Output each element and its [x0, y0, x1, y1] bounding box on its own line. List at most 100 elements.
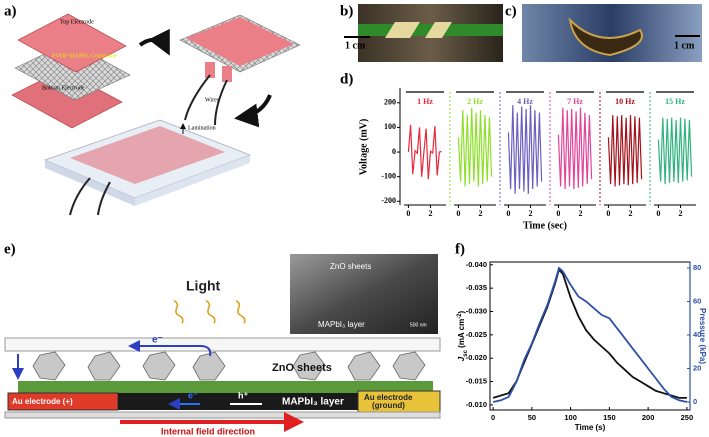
panel-e: e) Light ZnO sheets MAPbI₃ layer 500 nm … — [4, 241, 441, 436]
y-tick-label: -200 — [381, 196, 396, 205]
axis-title-part: sc — [463, 349, 469, 356]
label: ZnO sheets — [272, 362, 332, 374]
illustration-shape — [4, 411, 441, 419]
y-tick-label: 100 — [384, 122, 396, 131]
x-tick-label: 0 — [406, 209, 410, 218]
y2-tick-label: 20 — [693, 363, 701, 372]
x-tick-label: 0 — [491, 413, 495, 422]
panel-label: a) — [4, 3, 17, 19]
label: Top Electrode — [60, 19, 94, 25]
label: h⁺ — [238, 390, 248, 400]
x-tick-label: 0 — [606, 209, 610, 218]
axis-title: Time (s) — [575, 423, 606, 432]
y2-tick-label: 60 — [693, 296, 701, 305]
illustration-shape — [18, 381, 433, 393]
illustration-shape — [222, 66, 232, 82]
signal-line — [557, 107, 593, 190]
illustration-shape — [385, 22, 420, 38]
panel-label: c) — [505, 3, 517, 19]
illustration-shape — [186, 17, 294, 66]
y-tick-label: -0.010 — [466, 400, 487, 409]
panel-b: b) 1 cm — [340, 3, 503, 62]
signal-line — [657, 117, 693, 185]
illustration-shape — [290, 254, 438, 334]
panel-f: f) Jsc (mA cm-2) Pressure (kPa) Time (s)… — [455, 241, 707, 432]
illustration-shape — [205, 62, 215, 78]
axis-title-part: (mA cm — [457, 319, 466, 350]
x-tick-label: 250 — [681, 413, 694, 422]
scale-bar-label: 1 cm — [345, 40, 366, 51]
panel-label: e) — [4, 241, 16, 257]
illustration-shape — [32, 351, 66, 381]
illustration-shape — [173, 300, 246, 324]
label: Au electrode — [364, 393, 413, 402]
x-tick-label: 0 — [556, 209, 560, 218]
x-tick-label: 50 — [528, 413, 536, 422]
label: e⁻ — [188, 390, 198, 400]
illustration-shape — [142, 351, 176, 381]
illustration-shape — [173, 300, 184, 324]
illustration-shape — [69, 177, 111, 216]
illustration-shape — [568, 17, 643, 57]
series-label: 2 Hz — [467, 97, 483, 106]
y2-tick-label: 80 — [693, 263, 701, 272]
axis-title: Time (sec) — [523, 220, 567, 231]
axis-title: Pressure (kPa) — [698, 308, 707, 364]
x-tick-label: 2 — [529, 209, 533, 218]
y-tick-label: 0 — [392, 147, 396, 156]
illustration-shape — [235, 300, 246, 324]
x-tick-label: 2 — [579, 209, 583, 218]
axis-title-part: ) — [457, 310, 466, 313]
illustration-shape — [347, 351, 381, 381]
scale-bar-label: 1 cm — [674, 40, 695, 51]
series-label: 10 Hz — [615, 97, 635, 106]
x-tick-label: 0 — [506, 209, 510, 218]
label: PVDF-MAPbI₃ Composite — [52, 53, 117, 59]
panel-c: c) 1 cm — [505, 3, 702, 62]
y-tick-label: -0.035 — [466, 283, 487, 292]
signal-line — [407, 124, 442, 180]
panel-label: d) — [340, 71, 353, 87]
illustration-shape — [292, 351, 326, 381]
panel-label: b) — [340, 3, 353, 19]
y2-tick-label: 40 — [693, 330, 701, 339]
illustration-shape — [192, 351, 226, 381]
label: Au electrode (+) — [12, 397, 73, 406]
x-tick-label: 2 — [679, 209, 683, 218]
illustration-shape — [135, 155, 250, 206]
y-tick-label: -0.015 — [466, 377, 487, 386]
label: 500 nm — [410, 322, 427, 328]
label: (ground) — [372, 401, 405, 410]
label: Wires — [205, 97, 220, 103]
label: Bottom Electrode — [42, 85, 85, 91]
y-tick-label: -0.040 — [466, 260, 487, 269]
signal-line — [607, 115, 643, 187]
series-label: 1 Hz — [417, 97, 433, 106]
series-label: 15 Hz — [665, 97, 685, 106]
label: MAPbI₃ layer — [282, 397, 344, 408]
y-tick-label: -0.025 — [466, 330, 487, 339]
label: MAPbI₃ layer — [318, 320, 365, 329]
label: Light — [186, 278, 221, 294]
illustration-shape — [234, 94, 272, 128]
x-tick-label: 0 — [656, 209, 660, 218]
label: e⁻ — [152, 335, 163, 346]
signal-line — [457, 107, 493, 187]
panel-label: f) — [455, 241, 465, 257]
data-line — [492, 266, 688, 403]
illustration-shape — [17, 13, 127, 73]
y-tick-label: -0.020 — [466, 353, 487, 362]
panel-a: a) Top Electrode PVDF-MAPbI₃ Composite B… — [4, 3, 301, 216]
signal-line — [507, 105, 543, 194]
illustration-shape — [45, 160, 135, 206]
illustration-shape — [184, 74, 228, 126]
label: ZnO sheets — [330, 262, 371, 271]
axis-title: Voltage (mV) — [358, 119, 369, 176]
x-tick-label: 2 — [479, 209, 483, 218]
series-label: 4 Hz — [517, 97, 533, 106]
illustration-shape — [392, 351, 426, 381]
illustration-shape — [87, 351, 121, 381]
x-tick-label: 100 — [564, 413, 577, 422]
illustration-shape — [425, 22, 452, 38]
